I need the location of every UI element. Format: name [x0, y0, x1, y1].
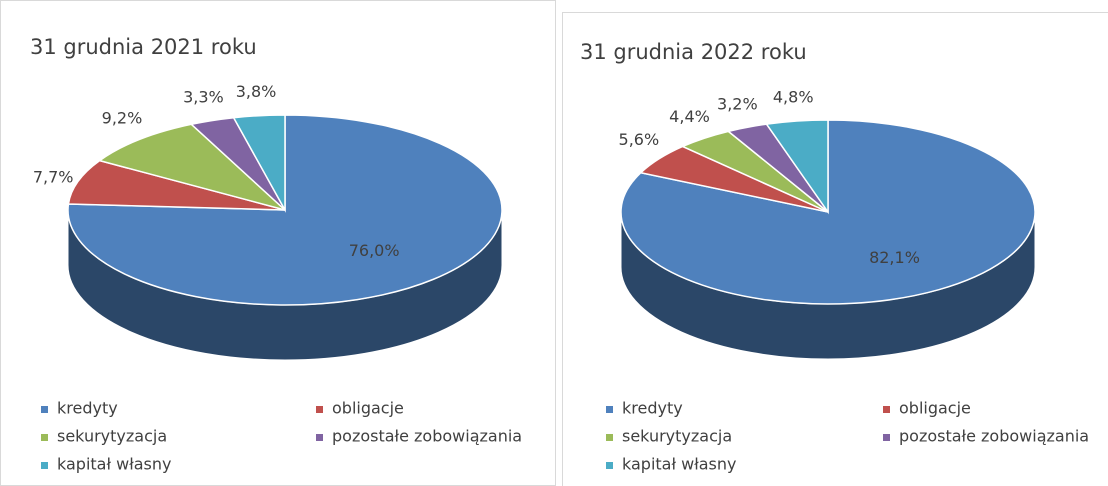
data-label: 82,1%	[869, 248, 920, 267]
pie-slice	[67, 159, 286, 211]
legend-label: pozostałe zobowiązania	[899, 427, 1089, 446]
legend-label: kredyty	[57, 399, 118, 418]
legend-label: sekurytyzacja	[622, 427, 732, 446]
data-label: 4,4%	[669, 107, 710, 126]
legend-label: pozostałe zobowiązania	[332, 427, 522, 446]
chart-title: 31 grudnia 2021 roku	[30, 35, 257, 59]
legend-marker	[606, 406, 613, 413]
pie-slice	[97, 123, 286, 211]
legend-label: kapitał własny	[57, 455, 171, 474]
legend-marker	[41, 406, 48, 413]
legend-label: kredyty	[622, 399, 683, 418]
data-label: 76,0%	[349, 241, 400, 260]
data-label: 3,8%	[236, 82, 277, 101]
legend-label: obligacje	[332, 399, 404, 418]
legend-marker	[41, 434, 48, 441]
legend-label: kapitał własny	[622, 455, 736, 474]
pie-slice	[765, 119, 829, 215]
data-label: 7,7%	[33, 168, 74, 187]
pie-slice	[232, 114, 286, 213]
data-label: 3,2%	[717, 95, 758, 114]
data-label: 5,6%	[619, 130, 660, 149]
legend-marker	[883, 406, 890, 413]
chart-title: 31 grudnia 2022 roku	[580, 40, 807, 64]
data-label: 9,2%	[102, 109, 143, 128]
legend-marker	[606, 462, 613, 469]
legend-marker	[606, 434, 613, 441]
legend-marker	[316, 434, 323, 441]
legend-label: sekurytyzacja	[57, 427, 167, 446]
legend-label: obligacje	[899, 399, 971, 418]
data-label: 4,8%	[773, 88, 814, 107]
legend-marker	[41, 462, 48, 469]
legend-marker	[883, 434, 890, 441]
data-label: 3,3%	[183, 87, 224, 106]
legend-marker	[316, 406, 323, 413]
